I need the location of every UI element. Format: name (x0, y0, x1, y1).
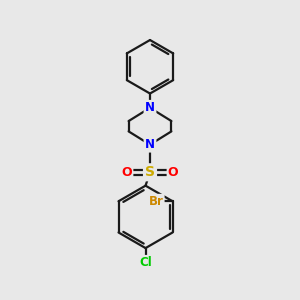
Text: S: S (145, 165, 155, 179)
Text: O: O (122, 166, 132, 179)
Text: Cl: Cl (139, 256, 152, 269)
Text: N: N (145, 101, 155, 114)
Text: N: N (145, 138, 155, 151)
Text: O: O (168, 166, 178, 179)
Text: Br: Br (149, 195, 164, 208)
